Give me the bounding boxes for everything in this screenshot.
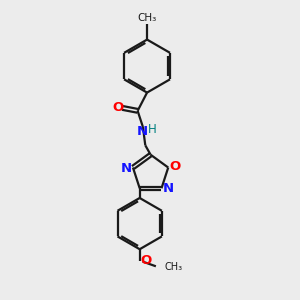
Text: CH₃: CH₃: [164, 262, 182, 272]
Text: N: N: [162, 182, 173, 195]
Text: O: O: [113, 101, 124, 114]
Text: O: O: [140, 254, 152, 268]
Text: N: N: [121, 162, 132, 175]
Text: N: N: [137, 125, 148, 138]
Text: H: H: [148, 123, 157, 136]
Text: O: O: [169, 160, 180, 172]
Text: CH₃: CH₃: [137, 13, 157, 22]
